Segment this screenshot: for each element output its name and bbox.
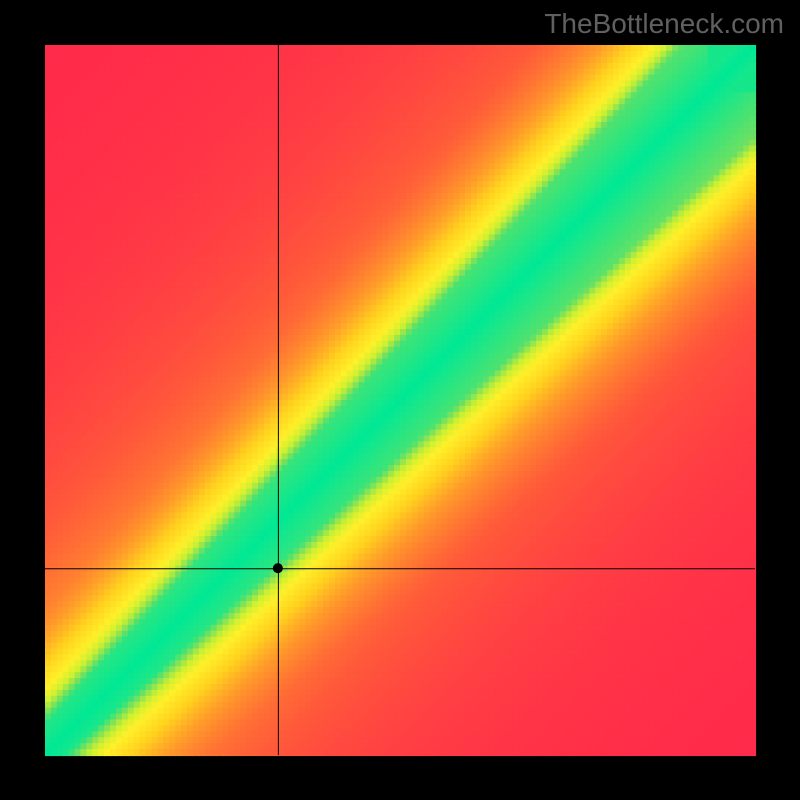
bottleneck-heatmap [0, 0, 800, 800]
chart-container: TheBottleneck.com [0, 0, 800, 800]
watermark-text: TheBottleneck.com [544, 8, 784, 40]
